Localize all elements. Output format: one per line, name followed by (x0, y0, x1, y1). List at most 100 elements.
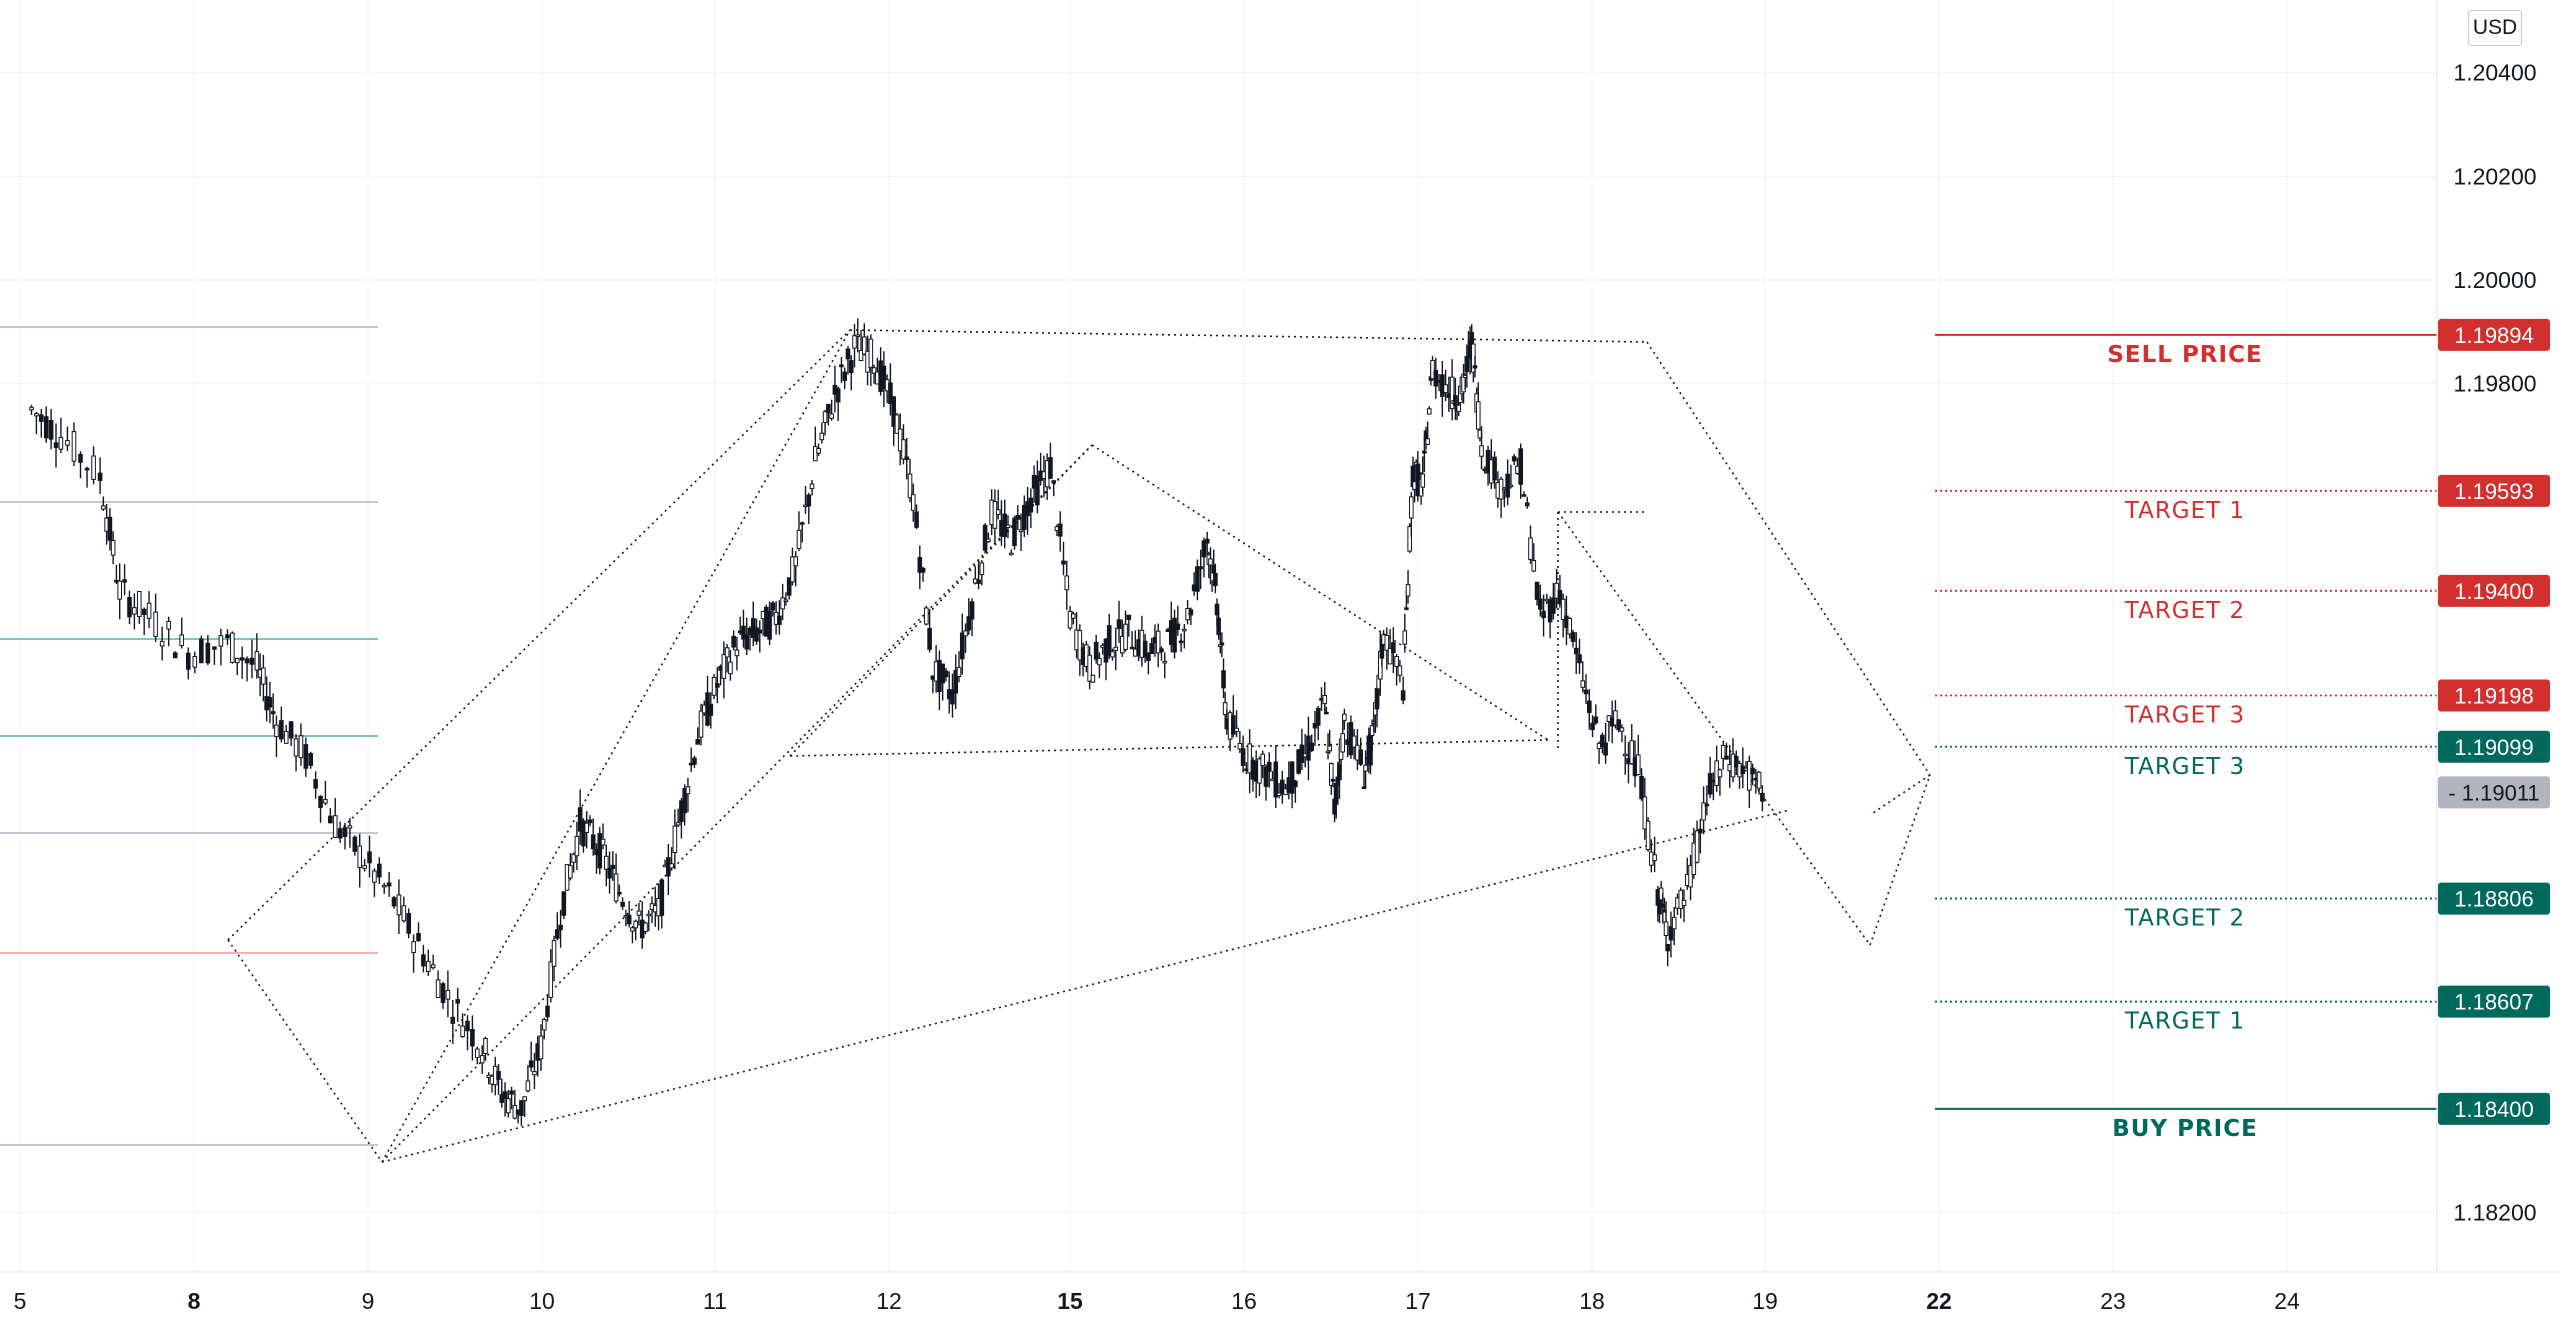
candle-body (959, 632, 965, 660)
candle-body (1668, 926, 1674, 941)
candle-body (1639, 775, 1644, 800)
candle-body (249, 657, 255, 665)
candle-body (1351, 735, 1357, 748)
price-tick-label: 1.20000 (2453, 267, 2536, 293)
candle-body (1263, 766, 1269, 787)
candle-body (352, 836, 358, 852)
candle-body (1240, 748, 1246, 766)
candle-body (1315, 708, 1321, 726)
candle-body (584, 822, 589, 833)
candle-body (127, 596, 132, 618)
candle-body (976, 579, 981, 584)
candle-body (1635, 754, 1641, 775)
candle-body (1035, 476, 1040, 506)
candle-body (1508, 484, 1514, 488)
price-tick-label: 1.20400 (2453, 60, 2536, 86)
entry-price-label: SELL PRICE (2107, 342, 2262, 368)
candle-body (1391, 642, 1396, 654)
candle-body (1541, 610, 1546, 619)
candle-body (1018, 529, 1024, 533)
time-tick-label: 16 (1231, 1288, 1257, 1314)
candle-body (910, 494, 916, 511)
candle-body (267, 697, 273, 708)
candle-body (956, 667, 962, 678)
candle-body (894, 414, 900, 434)
price-tick-label: 1.20200 (2453, 163, 2536, 189)
price-tick-label: 1.19800 (2453, 371, 2536, 397)
candle-body (1175, 623, 1181, 630)
candle-body (1214, 603, 1220, 616)
candle-body (153, 611, 158, 637)
candle-body (1008, 552, 1014, 556)
candle-body (1328, 762, 1334, 786)
candle-body (982, 524, 988, 551)
candle-body (607, 867, 612, 879)
candle-body (1340, 733, 1346, 753)
candle-body (907, 473, 913, 499)
candle-body (293, 738, 299, 757)
candle-body (1701, 802, 1706, 821)
candle-body (852, 335, 857, 349)
candle-body (620, 901, 625, 907)
candle-body (474, 1048, 480, 1058)
candle-body (179, 634, 185, 647)
candle-body (777, 615, 782, 626)
candle-body (669, 863, 674, 869)
candle-body (767, 610, 772, 640)
time-axis[interactable]: 5 8 9 10 11 12 15 16 17 18 19 22 23 24 (14, 1288, 2300, 1314)
price-tag-label: 1.19198 (2454, 683, 2534, 708)
candle-body (1443, 384, 1448, 394)
candle-body (1309, 742, 1315, 751)
candle-body (1538, 598, 1543, 610)
candle-body (230, 632, 235, 663)
candle-body (1583, 689, 1589, 695)
entry-price-label: BUY PRICE (2112, 1116, 2258, 1142)
candle-body (450, 1016, 456, 1024)
trendline (381, 809, 1791, 1163)
price-axis[interactable]: 1.20400 1.20200 1.20000 1.19800 1.18200 1.198… (2438, 60, 2550, 1226)
candle-body (950, 689, 955, 705)
candle-body (1064, 575, 1070, 591)
candle-body (1182, 628, 1187, 632)
price-tag-label: 1.18400 (2454, 1097, 2534, 1122)
candle-body (1698, 828, 1703, 834)
currency-button[interactable]: USD (2468, 10, 2522, 46)
candle-body (1162, 660, 1168, 664)
candle-body (845, 348, 851, 360)
last-price-label: - 1.19011 (2448, 780, 2539, 805)
price-tag (2438, 1092, 2550, 1125)
candle-body (465, 1020, 470, 1032)
candle-body (1178, 640, 1184, 644)
candle-body (1005, 524, 1011, 528)
candle-body (904, 456, 910, 461)
candle-body (721, 654, 727, 679)
candle-body (377, 863, 382, 878)
candle-body (1405, 584, 1411, 597)
candle-body (1449, 376, 1455, 410)
candle-body (1456, 404, 1461, 412)
candle-body (757, 629, 763, 634)
time-tick-label: 9 (362, 1288, 375, 1314)
candle-body (953, 670, 959, 694)
chart-grid (0, 0, 2437, 1272)
candle-body (1590, 722, 1595, 731)
candle-body (581, 820, 586, 847)
candle-body (313, 779, 318, 789)
candle-body (1580, 680, 1586, 688)
candle-body (1733, 755, 1739, 768)
candle-body (724, 647, 730, 658)
candle-body (891, 396, 896, 427)
candle-body (122, 579, 127, 583)
candle-body (1273, 761, 1279, 798)
candle-body (166, 620, 171, 630)
candle-body (1358, 749, 1363, 765)
trendline (227, 329, 851, 941)
candle-body (558, 924, 563, 931)
candle-body (590, 834, 596, 850)
candle-body (239, 657, 245, 661)
target-label: TARGET 1 (2124, 498, 2245, 524)
candle-body (799, 522, 805, 525)
trendline (849, 329, 1648, 343)
last-price-tag (2438, 776, 2550, 809)
